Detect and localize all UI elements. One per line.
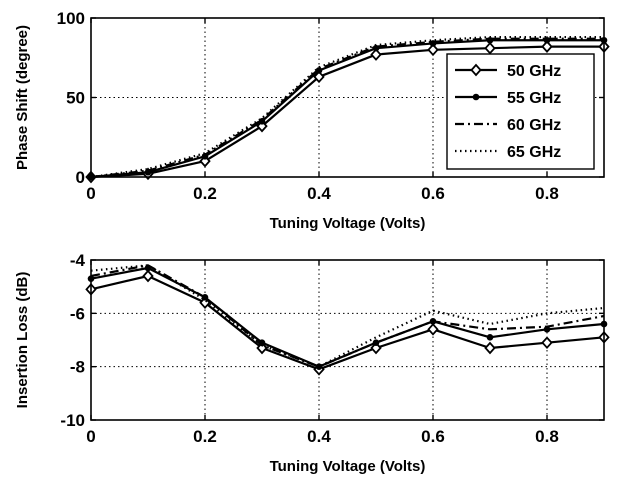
legend-label-2: 55 GHz <box>507 90 561 107</box>
phase-shift-x-tick-label: 0.2 <box>193 184 217 203</box>
insertion-loss-x-tick-label: 0 <box>86 427 95 446</box>
insertion-loss-series-1-point <box>256 341 268 355</box>
phase-shift-series-1-point <box>484 41 496 55</box>
phase-shift-y-tick-label: 100 <box>57 9 85 28</box>
insertion-loss-series-1-point <box>370 341 382 355</box>
legend-box <box>446 53 595 170</box>
legend-marker-2 <box>472 93 480 101</box>
insertion-loss-series-line-1 <box>90 274 605 371</box>
insertion-loss-series-line-3 <box>90 264 605 368</box>
phase-shift-x-tick-label: 0.8 <box>535 184 559 203</box>
insertion-loss-y-tick-label: -6 <box>70 304 85 323</box>
phase-shift-series-1-point <box>427 43 439 57</box>
phase-shift-chart: 0 0.2 0.4 0.6 0.8 0 50 100 Tuning Voltage (Volt… <box>14 9 610 232</box>
insertion-loss-series <box>85 264 610 376</box>
phase-shift-series-2-point <box>543 36 551 44</box>
insertion-loss-x-tick-label: 0.6 <box>421 427 445 446</box>
phase-shift-series-line-4 <box>90 35 604 179</box>
phase-shift-ticks: 0 0.2 0.4 0.6 0.8 0 50 100 <box>57 9 604 203</box>
insertion-loss-x-tick-label: 0.4 <box>307 427 331 446</box>
insertion-loss-x-tick-label: 0.8 <box>535 427 559 446</box>
phase-shift-y-tick-label: 0 <box>76 168 85 187</box>
legend-marker-1 <box>470 63 482 77</box>
phase-shift-x-tick-label: 0 <box>86 184 95 203</box>
phase-shift-legend: 50 GHz 55 GHz 60 GHz 65 GHz <box>446 53 595 170</box>
insertion-loss-y-tick-label: -8 <box>70 358 85 377</box>
insertion-loss-axes-frame <box>90 259 605 421</box>
phase-shift-series-line-3 <box>90 37 604 179</box>
phase-shift-series-2-point <box>429 40 437 47</box>
insertion-loss-chart: 0 0.2 0.4 0.6 0.8 -10 -8 -6 -4 Tuning Voltage (V… <box>14 251 610 475</box>
insertion-loss-x-axis-label: Tuning Voltage (Volts) <box>270 458 426 475</box>
phase-shift-x-axis-label: Tuning Voltage (Volts) <box>270 215 426 232</box>
phase-shift-series-2-point <box>486 36 494 44</box>
phase-shift-series-1-point <box>541 40 553 53</box>
legend-label-4: 65 GHz <box>507 144 561 161</box>
phase-shift-x-tick-label: 0.6 <box>421 184 445 203</box>
phase-shift-series-1-point <box>313 70 325 84</box>
insertion-loss-series-line-4 <box>90 264 605 368</box>
insertion-loss-grid <box>91 260 604 420</box>
insertion-loss-series-1-point <box>427 322 439 336</box>
phase-shift-series-line-2 <box>90 39 604 179</box>
insertion-loss-y-tick-label: -10 <box>60 411 85 430</box>
insertion-loss-y-tick-label: -4 <box>70 251 86 270</box>
insertion-loss-ticks: 0 0.2 0.4 0.6 0.8 -10 -8 -6 -4 <box>60 251 604 446</box>
phase-shift-series-line-1 <box>90 45 604 179</box>
insertion-loss-series-1-point <box>142 269 154 283</box>
insertion-loss-x-tick-label: 0.2 <box>193 427 217 446</box>
insertion-loss-y-axis-label: Insertion Loss (dB) <box>14 272 31 409</box>
insertion-loss-series-1-point <box>541 336 553 350</box>
phase-shift-x-tick-label: 0.4 <box>307 184 331 203</box>
legend-label-1: 50 GHz <box>507 63 561 80</box>
phase-shift-series <box>85 35 610 184</box>
phase-shift-y-axis-label: Phase Shift (degree) <box>14 25 31 170</box>
phase-shift-series-2-point <box>372 44 380 52</box>
legend-label-3: 60 GHz <box>507 117 561 134</box>
insertion-loss-series-2-point <box>486 334 494 341</box>
phase-shift-y-tick-label: 50 <box>66 89 85 108</box>
insertion-loss-series-1-point <box>484 341 496 355</box>
phase-shift-series-1-point <box>370 48 382 61</box>
